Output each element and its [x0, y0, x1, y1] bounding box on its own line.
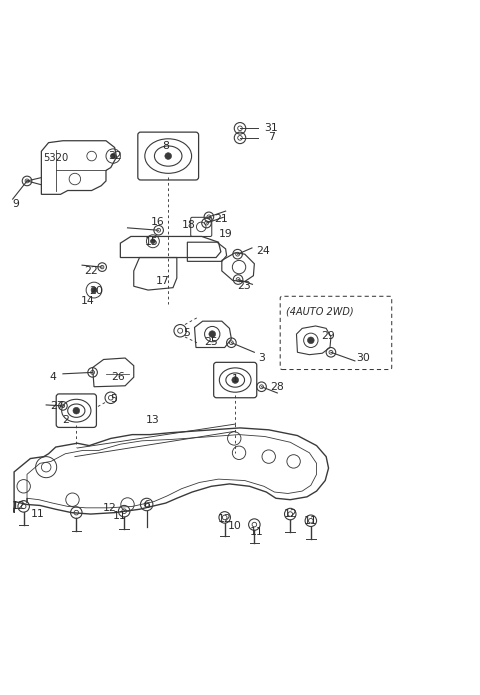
Text: 5320: 5320 [43, 154, 68, 163]
Text: 12: 12 [218, 514, 231, 524]
Circle shape [91, 287, 97, 293]
Text: 12: 12 [12, 501, 26, 512]
Text: 6: 6 [143, 500, 150, 510]
Text: 31: 31 [264, 123, 278, 133]
Text: 32: 32 [108, 151, 122, 161]
Text: 13: 13 [146, 415, 160, 425]
Text: 11: 11 [304, 516, 318, 525]
Text: 14: 14 [81, 295, 95, 306]
Text: 9: 9 [12, 199, 20, 209]
Text: 12: 12 [283, 509, 297, 519]
Text: 23: 23 [237, 281, 251, 291]
Text: 15: 15 [144, 237, 158, 247]
Circle shape [151, 239, 155, 244]
Circle shape [73, 407, 80, 414]
Circle shape [165, 153, 171, 159]
Text: 4: 4 [49, 373, 56, 382]
Text: 18: 18 [182, 220, 196, 231]
Text: 11: 11 [31, 509, 45, 519]
Text: 25: 25 [204, 337, 218, 347]
Text: 12: 12 [103, 503, 117, 513]
Text: 26: 26 [111, 373, 125, 382]
Circle shape [110, 154, 116, 158]
Text: 19: 19 [219, 229, 232, 239]
Text: 27: 27 [50, 401, 64, 411]
Text: 5: 5 [183, 328, 190, 338]
Text: 8: 8 [162, 140, 169, 151]
Text: 20: 20 [89, 286, 103, 296]
Text: 17: 17 [156, 277, 169, 286]
Circle shape [209, 331, 216, 338]
Text: 21: 21 [214, 214, 228, 224]
Circle shape [308, 337, 314, 343]
Text: 1: 1 [232, 374, 239, 384]
Text: 30: 30 [357, 353, 371, 363]
Text: 16: 16 [151, 217, 165, 227]
Text: 7: 7 [268, 132, 275, 142]
Circle shape [232, 377, 239, 384]
Text: 22: 22 [84, 266, 97, 276]
Text: 28: 28 [270, 382, 284, 392]
Text: 11: 11 [112, 511, 126, 521]
Text: 5: 5 [110, 394, 117, 404]
Text: 10: 10 [228, 521, 242, 530]
Text: 11: 11 [250, 527, 264, 537]
Text: 3: 3 [258, 353, 265, 363]
Text: (4AUTO 2WD): (4AUTO 2WD) [286, 306, 354, 317]
Text: 29: 29 [322, 331, 336, 341]
Text: 2: 2 [62, 415, 69, 425]
Text: 24: 24 [256, 246, 270, 256]
